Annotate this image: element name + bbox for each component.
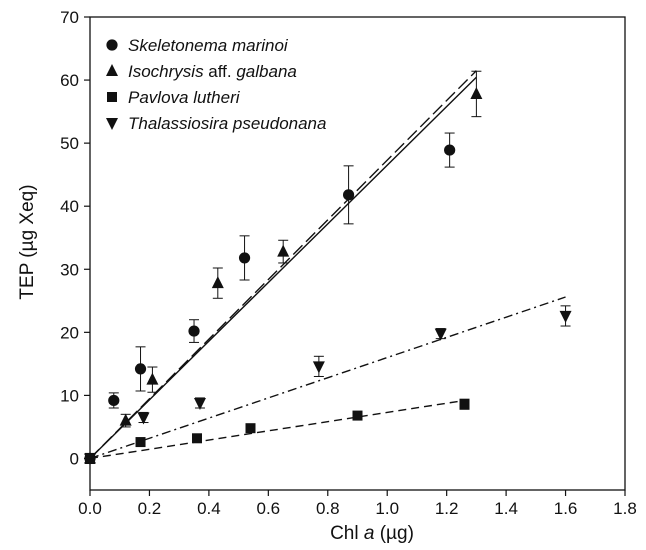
fit-line <box>89 76 477 459</box>
legend-label-part: Skeletonema marinoi <box>128 36 289 55</box>
x-tick-label: 0.8 <box>316 499 340 518</box>
legend-label-part: Pavlova lutheri <box>128 88 241 107</box>
data-points <box>84 86 572 466</box>
x-axis-title-suffix: (µg) <box>374 523 413 544</box>
x-tick-label: 1.0 <box>375 499 399 518</box>
plot-frame <box>89 16 626 491</box>
data-point-triangle-down <box>137 412 150 425</box>
data-point-triangle-up <box>146 372 159 385</box>
data-point-circle <box>444 144 456 156</box>
y-tick-label: 50 <box>60 134 79 153</box>
y-tick-label: 20 <box>60 323 79 342</box>
y-axis-title: TEP (µg Xeq) <box>17 184 38 299</box>
x-tick-label: 0.0 <box>78 499 102 518</box>
x-tick-label: 1.6 <box>554 499 578 518</box>
data-point-circle <box>188 325 200 337</box>
data-point-square <box>135 437 146 448</box>
x-tick-label: 1.2 <box>435 499 459 518</box>
x-axis-title: Chl a (µg) <box>330 523 414 544</box>
data-point-circle <box>106 39 118 51</box>
data-point-triangle-up <box>211 276 224 289</box>
y-tick-label: 30 <box>60 260 79 279</box>
legend-entry-label: Thalassiosira pseudonana <box>128 114 326 133</box>
x-tick-label: 0.2 <box>138 499 162 518</box>
fit-lines <box>89 70 566 460</box>
data-point-triangle-down <box>84 453 96 466</box>
legend-label-part: Isochrysis <box>128 62 204 81</box>
x-tick-label: 1.8 <box>613 499 637 518</box>
x-tick-label: 0.4 <box>197 499 221 518</box>
data-point-triangle-down <box>559 310 572 323</box>
data-point-triangle-up <box>106 64 118 76</box>
data-point-triangle-down <box>106 118 118 130</box>
data-point-square <box>352 410 363 421</box>
data-point-square <box>107 92 117 102</box>
y-tick-label: 40 <box>60 197 79 216</box>
x-tick-label: 0.6 <box>257 499 281 518</box>
data-point-triangle-down <box>434 328 447 341</box>
data-point-circle <box>134 363 147 375</box>
x-axis-title-italic: a <box>364 523 375 544</box>
data-point-triangle-down <box>312 361 325 374</box>
data-point-circle <box>342 189 355 201</box>
y-tick-label: 10 <box>60 386 79 405</box>
legend-label-part: aff. <box>204 62 237 81</box>
legend-entry-label: Pavlova lutheri <box>128 88 241 107</box>
fit-line <box>89 296 566 460</box>
data-point-triangle-up <box>119 413 132 426</box>
fit-line <box>89 399 468 460</box>
legend-label-part: galbana <box>236 62 297 81</box>
data-point-square <box>459 399 470 410</box>
data-point-triangle-down <box>193 397 206 410</box>
y-tick-label: 70 <box>60 8 79 27</box>
legend-label-part: Thalassiosira pseudonana <box>128 114 326 133</box>
legend: Skeletonema marinoi Isochrysis aff. galba… <box>106 36 326 133</box>
data-point-triangle-up <box>470 86 483 99</box>
data-point-circle <box>238 252 251 264</box>
x-axis-title-prefix: Chl <box>330 523 364 544</box>
data-point-circle <box>108 394 120 407</box>
fit-line <box>89 70 477 459</box>
y-tick-label: 0 <box>70 449 79 468</box>
x-tick-label: 1.4 <box>494 499 518 518</box>
data-point-triangle-up <box>277 244 290 257</box>
data-point-square <box>245 423 256 434</box>
y-tick-label: 60 <box>60 71 79 90</box>
axes: 0.0 0.2 0.4 0.6 0.8 1.0 1.2 1.4 1.6 1.8 0 10 20 30 40 5… <box>60 8 637 518</box>
data-point-square <box>192 433 202 444</box>
legend-entry-label: Skeletonema marinoi <box>128 36 289 55</box>
legend-entry-label: Isochrysis aff. galbana <box>128 62 297 81</box>
